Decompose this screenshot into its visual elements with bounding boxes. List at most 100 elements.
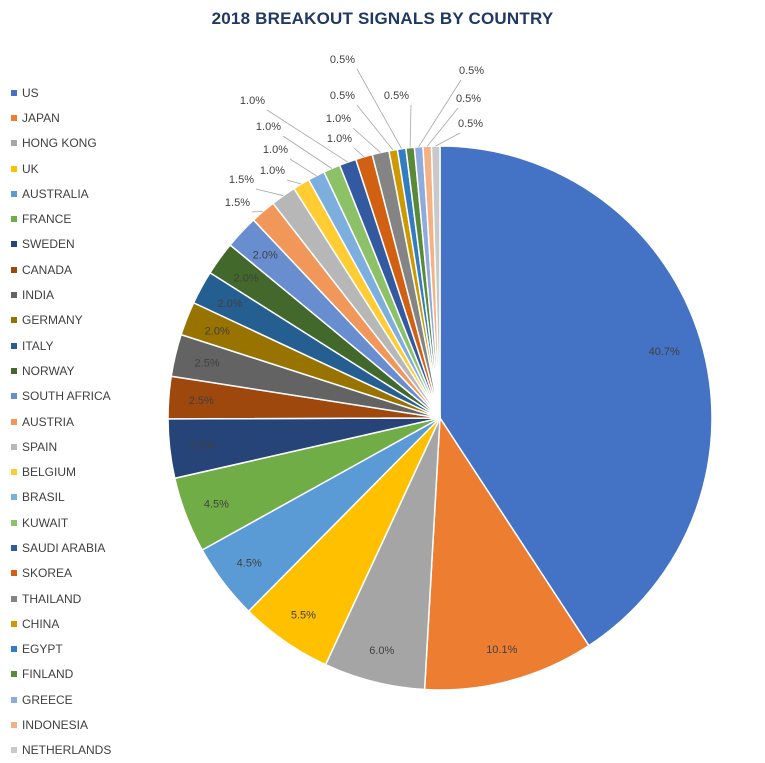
legend-swatch	[11, 494, 17, 501]
chart-title: 2018 BREAKOUT SIGNALS BY COUNTRY	[211, 9, 554, 28]
legend-label: UK	[22, 161, 39, 176]
data-label: 1.0%	[256, 121, 281, 133]
data-label: 2.0%	[205, 325, 230, 337]
legend-swatch	[11, 620, 17, 627]
data-label: 0.5%	[330, 90, 355, 102]
legend-swatch	[11, 570, 17, 577]
legend-label: JAPAN	[22, 110, 60, 125]
leader-line	[353, 147, 365, 158]
legend-swatch	[11, 418, 17, 425]
legend-item: SOUTH AFRICA	[11, 384, 111, 409]
legend-item: NORWAY	[11, 358, 111, 383]
data-label: 10.1%	[486, 644, 517, 656]
legend-swatch	[11, 469, 17, 476]
data-label: 0.5%	[458, 118, 483, 130]
data-label: 2.0%	[253, 249, 278, 261]
legend-swatch	[11, 190, 17, 197]
legend-item: SAUDI ARABIA	[11, 535, 111, 560]
legend-label: EGYPT	[22, 642, 63, 657]
legend-label: INDONESIA	[22, 718, 89, 733]
legend-item: SWEDEN	[11, 232, 111, 257]
legend-label: SPAIN	[22, 439, 58, 454]
legend-swatch	[11, 519, 17, 526]
legend-item: CHINA	[11, 611, 111, 636]
leader-line	[356, 68, 402, 149]
leader-line	[289, 158, 317, 177]
legend-swatch	[11, 393, 17, 400]
legend-item: THAILAND	[11, 586, 111, 611]
legend-item: NETHERLANDS	[11, 738, 111, 763]
legend-item: ITALY	[11, 333, 111, 358]
data-label: 1.0%	[260, 165, 285, 177]
data-label: 1.0%	[327, 133, 352, 145]
legend-swatch	[11, 671, 17, 678]
leader-line	[282, 135, 333, 169]
leader-line	[426, 107, 459, 147]
legend-label: BELGIUM	[22, 465, 77, 480]
leader-line	[251, 211, 264, 213]
legend-label: KUWAIT	[22, 515, 69, 530]
legend-swatch	[11, 747, 17, 754]
leader-line	[255, 188, 284, 197]
data-label: 3.5%	[190, 440, 215, 452]
legend-item: GREECE	[11, 687, 111, 712]
data-label: 5.5%	[291, 610, 316, 622]
legend-item: UK	[11, 156, 111, 181]
legend-item: SPAIN	[11, 434, 111, 459]
legend-swatch	[11, 342, 17, 349]
legend-item: INDIA	[11, 282, 111, 307]
legend-label: CANADA	[22, 262, 73, 277]
data-label: 4.5%	[204, 499, 229, 511]
legend-item: FINLAND	[11, 662, 111, 687]
legend-item: CANADA	[11, 257, 111, 282]
legend-label: US	[22, 85, 39, 100]
legend-label: NORWAY	[22, 363, 75, 378]
legend-item: JAPAN	[11, 105, 111, 130]
data-label: 1.5%	[229, 174, 254, 186]
legend-item: AUSTRIA	[11, 409, 111, 434]
leader-line	[286, 179, 302, 185]
legend-label: GREECE	[22, 692, 73, 707]
chart-legend: US JAPAN HONG KONG UK AUSTRALIA FRANCE SWEDEN C…	[11, 80, 111, 763]
data-label: 0.5%	[459, 65, 484, 77]
legend-swatch	[11, 595, 17, 602]
legend-item: US	[11, 80, 111, 105]
legend-item: GERMANY	[11, 308, 111, 333]
legend-label: AUSTRIA	[22, 414, 75, 429]
legend-swatch	[11, 317, 17, 324]
leader-line	[352, 127, 381, 153]
legend-item: KUWAIT	[11, 510, 111, 535]
data-label: 2.5%	[189, 395, 214, 407]
legend-item: HONG KONG	[11, 131, 111, 156]
legend-label: SOUTH AFRICA	[22, 389, 111, 404]
legend-item: SKOREA	[11, 561, 111, 586]
legend-swatch	[11, 140, 17, 147]
legend-swatch	[11, 544, 17, 551]
legend-label: SAUDI ARABIA	[22, 540, 106, 555]
data-label: 6.0%	[369, 645, 394, 657]
legend-swatch	[11, 241, 17, 248]
data-label: 2.5%	[195, 358, 220, 370]
legend-swatch	[11, 165, 17, 172]
leader-line	[418, 79, 462, 148]
leader-line	[266, 109, 348, 163]
legend-swatch	[11, 646, 17, 653]
leader-line	[435, 132, 461, 147]
legend-label: THAILAND	[22, 591, 82, 606]
legend-swatch	[11, 696, 17, 703]
data-label: 2.0%	[217, 298, 242, 310]
data-label: 1.0%	[240, 95, 265, 107]
data-label: 1.5%	[225, 197, 250, 209]
data-label: 1.0%	[326, 113, 351, 125]
leader-line	[409, 104, 412, 148]
legend-label: FRANCE	[22, 212, 72, 227]
data-label: 40.7%	[649, 346, 680, 358]
data-label: 0.5%	[330, 54, 355, 66]
data-label: 0.5%	[456, 93, 481, 105]
leader-line	[356, 104, 394, 151]
legend-label: NETHERLANDS	[22, 743, 112, 758]
legend-label: BRASIL	[22, 490, 65, 505]
legend-item: FRANCE	[11, 206, 111, 231]
legend-label: HONG KONG	[22, 136, 97, 151]
